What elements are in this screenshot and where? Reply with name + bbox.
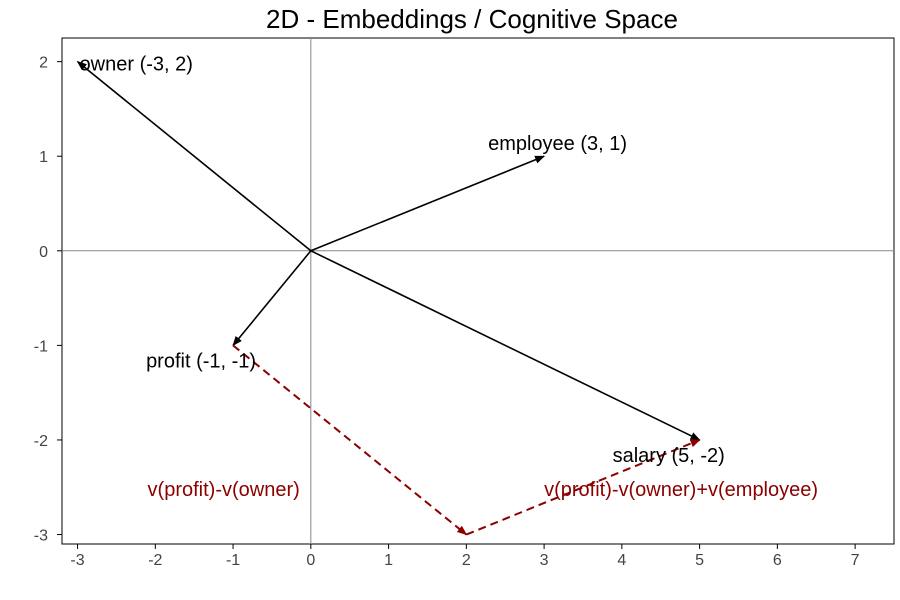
y-tick-label: 1	[39, 149, 48, 166]
label-salary: salary (5, -2)	[613, 445, 725, 467]
dashed-layer	[232, 344, 701, 536]
vector-employee	[310, 155, 546, 252]
vector-owner	[76, 61, 312, 252]
plot-frame	[61, 37, 895, 545]
ticks-layer: -3 -2 -1 0 1 2 3 4 5 6 7 -3 -2 -1 0 1 2	[34, 55, 860, 569]
x-tick-label: 2	[462, 552, 471, 569]
x-tick-label: 4	[617, 552, 626, 569]
y-tick-label: -1	[34, 338, 48, 355]
dashed-label-2: v(profit)-v(owner)+v(employee)	[544, 479, 818, 501]
x-tick-label: -3	[70, 552, 84, 569]
label-profit: profit (-1, -1)	[146, 350, 256, 372]
dashed-vector-2	[465, 439, 701, 536]
x-tick-label: 7	[851, 552, 860, 569]
x-tick-label: 3	[540, 552, 549, 569]
x-tick-label: -1	[226, 552, 240, 569]
chart-title: 2D - Embeddings / Cognitive Space	[266, 4, 678, 34]
y-tick-label: 0	[39, 244, 48, 261]
vector-profit	[232, 250, 312, 347]
x-tick-label: 6	[773, 552, 782, 569]
y-tick-label: -3	[34, 528, 48, 545]
dashed-vector-1	[232, 344, 468, 536]
y-tick-label: 2	[39, 55, 48, 72]
vectors-layer	[76, 61, 701, 441]
x-tick-label: -2	[148, 552, 162, 569]
y-tick-label: -2	[34, 433, 48, 450]
vector-salary	[310, 250, 701, 441]
x-tick-label: 0	[306, 552, 315, 569]
x-tick-label: 1	[384, 552, 393, 569]
x-tick-label: 5	[695, 552, 704, 569]
labels-layer: owner (-3, 2) employee (3, 1) profit (-1, …	[80, 54, 819, 501]
label-employee: employee (3, 1)	[488, 133, 627, 155]
label-owner: owner (-3, 2)	[80, 54, 193, 76]
axes-layer	[62, 38, 894, 544]
dashed-label-1: v(profit)-v(owner)	[148, 479, 300, 501]
